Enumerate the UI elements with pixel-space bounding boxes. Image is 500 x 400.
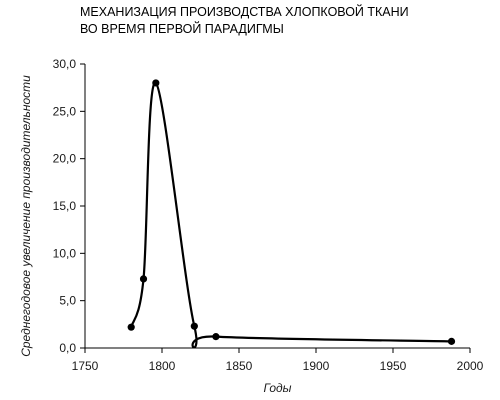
x-tick-label: 1800 [149, 359, 176, 373]
y-tick-label: 30,0 [53, 57, 77, 71]
data-point [139, 275, 148, 283]
x-tick-label: 1750 [72, 359, 99, 373]
y-axis-ticks: 0,0 5,0 10,0 15,0 20,0 25,0 30,0 [53, 57, 85, 355]
x-axis-title: Годы [264, 381, 292, 395]
x-tick-label: 1900 [303, 359, 330, 373]
series-points [127, 79, 456, 345]
y-tick-label: 25,0 [53, 104, 77, 118]
y-tick-label: 10,0 [53, 246, 77, 260]
x-axis-ticks: 1750 1800 1850 1900 1950 2000 [72, 348, 484, 373]
y-tick-label: 15,0 [53, 199, 77, 213]
data-point [152, 79, 160, 87]
x-tick-label: 2000 [457, 359, 484, 373]
y-tick-label: 5,0 [59, 294, 76, 308]
y-axis-title: Среднегодовое увеличение производительно… [19, 75, 33, 357]
series-line [130, 81, 452, 349]
data-point [212, 333, 220, 341]
data-point [447, 337, 456, 345]
x-tick-label: 1950 [380, 359, 407, 373]
y-tick-label: 0,0 [59, 341, 76, 355]
data-point [127, 323, 135, 331]
chart-title-line-1: МЕХАНИЗАЦИЯ ПРОИЗВОДСТВА ХЛОПКОВОЙ ТКАНИ [80, 5, 409, 19]
chart-title-line-2: ВО ВРЕМЯ ПЕРВОЙ ПАРАДИГМЫ [80, 22, 284, 36]
y-tick-label: 20,0 [53, 152, 77, 166]
chart-title: МЕХАНИЗАЦИЯ ПРОИЗВОДСТВА ХЛОПКОВОЙ ТКАНИ… [80, 4, 490, 38]
data-point [190, 322, 198, 330]
x-tick-label: 1850 [226, 359, 253, 373]
